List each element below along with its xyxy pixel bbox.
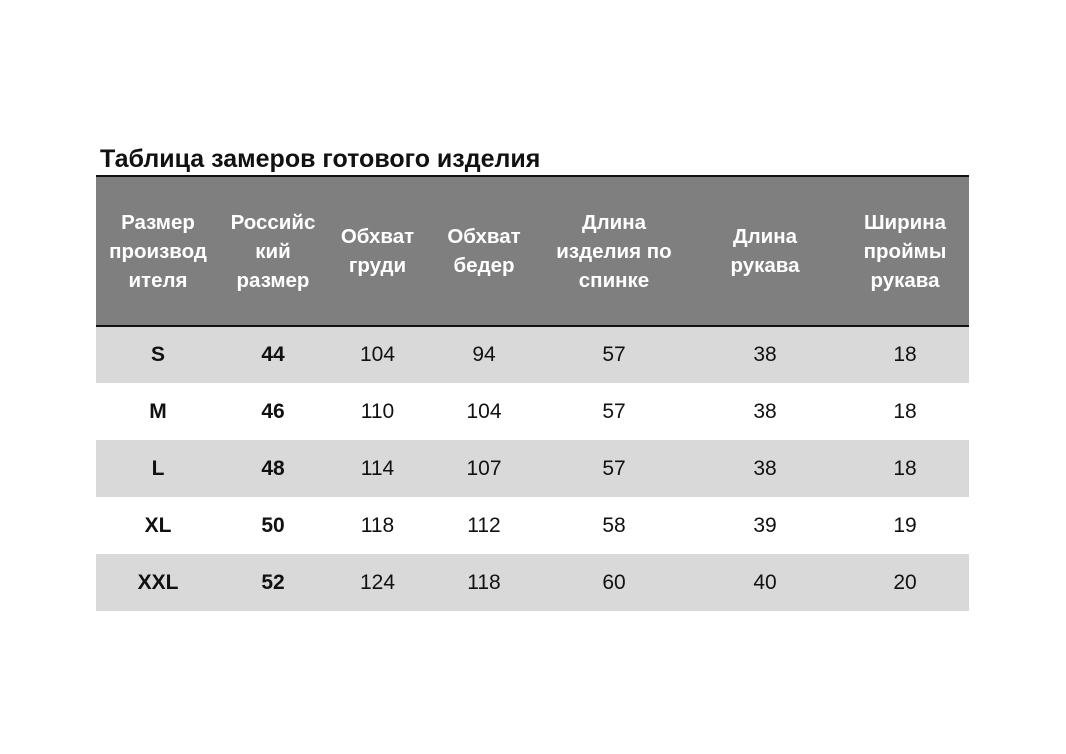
table-header-row: Размер производ ителя Российс кий размер…	[96, 175, 969, 327]
cell-russian-size: 44	[261, 343, 285, 366]
cell-back-length: 60	[602, 570, 626, 594]
cell-manufacturer-size: M	[149, 399, 167, 423]
cell-chest-girth: 114	[360, 456, 395, 480]
cell-sleeve-length: 40	[753, 570, 777, 594]
cell-chest-girth: 118	[360, 513, 395, 537]
cell-russian-size: 48	[261, 456, 285, 480]
table-row: XL 50 118 112 58 39 19	[96, 497, 969, 554]
cell-manufacturer-size: XXL	[137, 570, 179, 594]
header-manufacturer-size: Размер производ ителя	[96, 175, 220, 327]
header-label: Длина изделия по спинке	[556, 210, 672, 292]
cell-back-length: 57	[602, 456, 626, 480]
page-title: Таблица замеров готового изделия	[100, 145, 541, 173]
cell-hip-girth: 118	[467, 570, 501, 594]
header-armhole-width: Ширина проймы рукава	[841, 175, 969, 327]
cell-sleeve-length: 38	[753, 343, 777, 366]
cell-armhole-width: 18	[893, 343, 917, 366]
cell-chest-girth: 104	[359, 343, 396, 366]
cell-russian-size: 50	[261, 513, 285, 537]
header-label: Обхват бедер	[447, 225, 521, 277]
header-label: Российс кий размер	[230, 210, 316, 292]
table-row: XXL 52 124 118 60 40 20	[96, 554, 969, 611]
header-hip-girth: Обхват бедер	[429, 175, 539, 327]
header-sleeve-length: Длина рукава	[689, 175, 841, 327]
cell-sleeve-length: 39	[753, 513, 777, 537]
cell-manufacturer-size: S	[150, 343, 165, 366]
cell-back-length: 57	[602, 343, 626, 366]
cell-hip-girth: 107	[466, 456, 502, 480]
header-label: Ширина проймы рукава	[863, 210, 947, 292]
cell-hip-girth: 94	[472, 343, 496, 366]
cell-hip-girth: 104	[466, 399, 502, 423]
size-chart-table: Размер производ ителя Российс кий размер…	[96, 175, 969, 611]
cell-back-length: 58	[602, 513, 626, 537]
header-russian-size: Российс кий размер	[220, 175, 326, 327]
cell-manufacturer-size: L	[151, 456, 165, 480]
cell-sleeve-length: 38	[753, 456, 777, 480]
cell-armhole-width: 18	[893, 399, 917, 423]
cell-chest-girth: 110	[360, 399, 395, 423]
cell-armhole-width: 18	[893, 456, 917, 480]
header-chest-girth: Обхват груди	[326, 175, 429, 327]
cell-sleeve-length: 38	[753, 399, 777, 423]
cell-back-length: 57	[602, 399, 626, 423]
cell-russian-size: 52	[261, 570, 285, 594]
cell-armhole-width: 20	[893, 570, 917, 594]
table-row: L 48 114 107 57 38 18	[96, 440, 969, 497]
header-back-length: Длина изделия по спинке	[539, 175, 689, 327]
cell-manufacturer-size: XL	[144, 513, 172, 537]
header-label: Размер производ ителя	[109, 210, 207, 292]
header-label: Длина рукава	[730, 225, 800, 277]
cell-armhole-width: 19	[893, 513, 917, 537]
header-label: Обхват груди	[340, 225, 415, 277]
cell-russian-size: 46	[261, 399, 285, 423]
table-row: S 44 104 94 57 38 18	[96, 326, 969, 383]
cell-chest-girth: 124	[359, 570, 396, 594]
table-row: M 46 110 104 57 38 18	[96, 383, 969, 440]
cell-hip-girth: 112	[467, 513, 501, 537]
